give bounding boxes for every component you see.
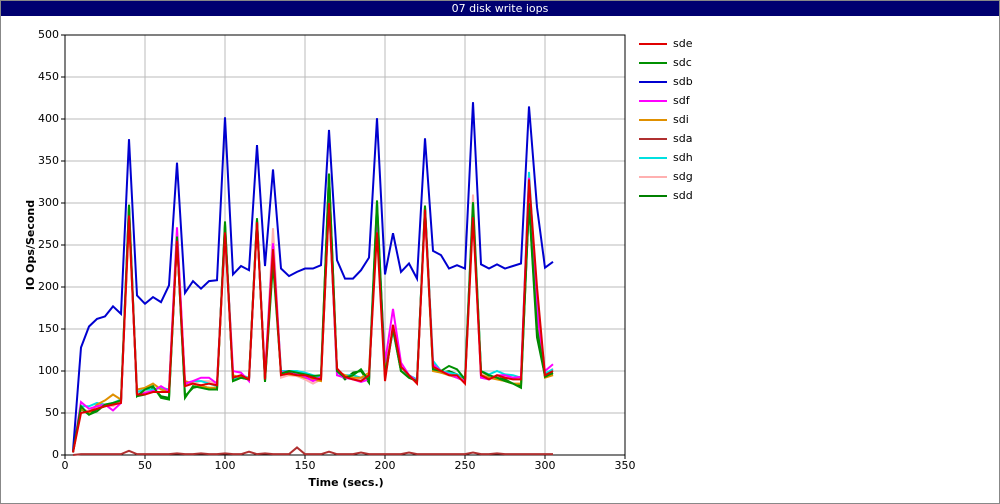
x-tick-label: 350 bbox=[615, 459, 636, 472]
y-tick-label: 450 bbox=[38, 70, 59, 83]
legend-label: sdg bbox=[673, 170, 693, 183]
series-line bbox=[72, 179, 554, 453]
x-tick-label: 50 bbox=[138, 459, 152, 472]
y-tick-label: 100 bbox=[38, 364, 59, 377]
y-tick-label: 50 bbox=[45, 406, 59, 419]
x-tick-label: 200 bbox=[375, 459, 396, 472]
y-tick-label: 250 bbox=[38, 238, 59, 251]
legend-label: sdd bbox=[673, 189, 693, 202]
y-tick-label: 350 bbox=[38, 154, 59, 167]
y-tick-label: 400 bbox=[38, 112, 59, 125]
y-tick-label: 0 bbox=[52, 448, 59, 461]
y-tick-label: 200 bbox=[38, 280, 59, 293]
legend-label: sdi bbox=[673, 113, 689, 126]
chart: Time (secs.) IO Ops/Second 0 50 100 150 200 2… bbox=[24, 28, 693, 489]
series-line bbox=[72, 446, 553, 456]
x-tick-label: 100 bbox=[215, 459, 236, 472]
legend-label: sdb bbox=[673, 75, 693, 88]
x-tick-label: 300 bbox=[535, 459, 556, 472]
legend-label: sda bbox=[673, 132, 692, 145]
legend-label: sdh bbox=[673, 151, 693, 164]
x-tick-label: 0 bbox=[62, 459, 69, 472]
y-axis-title: IO Ops/Second bbox=[24, 200, 37, 290]
y-tick-label: 150 bbox=[38, 322, 59, 335]
series-line bbox=[72, 102, 554, 451]
x-tick-label: 250 bbox=[455, 459, 476, 472]
chart-title: 07 disk write iops bbox=[1, 1, 999, 16]
x-axis-title: Time (secs.) bbox=[308, 476, 383, 489]
legend-label: sdf bbox=[673, 94, 691, 107]
legend-label: sde bbox=[673, 37, 693, 50]
y-tick-label: 300 bbox=[38, 196, 59, 209]
legend-label: sdc bbox=[673, 56, 692, 69]
y-tick-label: 500 bbox=[38, 28, 59, 41]
series-line bbox=[72, 173, 554, 453]
x-tick-label: 150 bbox=[295, 459, 316, 472]
